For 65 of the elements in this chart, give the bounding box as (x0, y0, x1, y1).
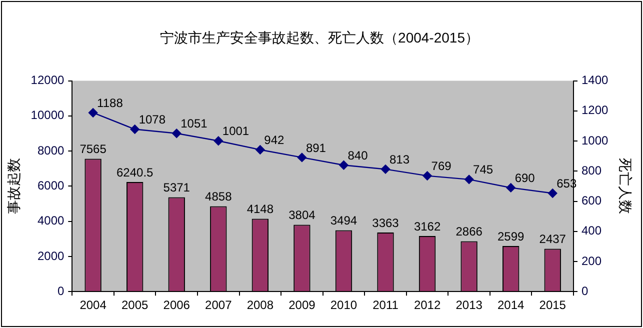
data-label: 3494 (330, 214, 358, 228)
data-label: 690 (514, 171, 536, 186)
y2-tick-label: 200 (582, 254, 602, 268)
x-tick-label: 2012 (414, 298, 441, 312)
data-label: 769 (431, 159, 452, 174)
data-label: 1188 (97, 96, 124, 110)
x-tick-label: 2004 (80, 298, 107, 312)
point (464, 174, 474, 184)
point (339, 160, 348, 170)
y-tick-label: 10000 (30, 108, 64, 122)
point (256, 145, 265, 154)
point (297, 152, 307, 162)
y2-tick-label: 400 (582, 224, 602, 238)
data-label: 1051 (180, 116, 208, 131)
point (214, 136, 223, 146)
point (130, 124, 140, 134)
y2-axis-title: 死亡人数 (618, 158, 634, 214)
x-tick-label: 2009 (288, 298, 316, 312)
y-tick-label: 0 (57, 284, 64, 298)
chart-title: 宁波市生产安全事故起数、死亡人数（2004-2015） (160, 29, 479, 46)
y-tick-label: 4000 (37, 214, 64, 228)
y2-tick-label: 0 (582, 284, 589, 298)
y-axis-title: 事故起数 (5, 158, 22, 214)
data-label: 891 (306, 140, 326, 155)
x-tick-label: 2014 (497, 298, 525, 312)
y2-tick-label: 1200 (582, 103, 609, 118)
y2-tick-label: 800 (582, 163, 602, 178)
data-label: 2437 (539, 232, 566, 246)
x-tick-label: 2008 (246, 298, 274, 312)
x-tick-label: 2015 (539, 298, 566, 312)
data-label: 5371 (163, 180, 190, 195)
data-label: 7565 (80, 142, 107, 156)
data-label: 1001 (222, 124, 250, 138)
data-label: 3804 (288, 208, 316, 222)
y-tick-label: 12000 (30, 73, 64, 88)
x-tick-label: 2010 (330, 298, 358, 312)
y-tick-label: 6000 (37, 178, 64, 193)
y2-tick-label: 600 (582, 194, 602, 208)
x-tick-label: 2006 (163, 298, 190, 312)
data-label: 942 (264, 133, 285, 148)
x-tick-label: 2013 (456, 298, 483, 312)
y-tick-label: 2000 (37, 248, 64, 263)
data-label: 840 (348, 148, 368, 162)
x-tick-label: 2007 (205, 298, 232, 312)
y2-tick-label: 1400 (582, 73, 609, 88)
point (88, 108, 98, 118)
point (506, 183, 516, 192)
data-label: 3162 (414, 219, 441, 234)
data-label: 1078 (138, 112, 166, 127)
data-label: 3363 (372, 216, 400, 230)
data-label: 813 (390, 152, 410, 166)
data-label: 4858 (205, 190, 232, 204)
x-tick-label: 2005 (121, 298, 149, 312)
y-tick-label: 8000 (37, 143, 64, 158)
x-tick-label: 2011 (372, 298, 399, 312)
point (172, 128, 182, 138)
y2-tick-label: 1000 (582, 133, 609, 148)
point (380, 164, 390, 174)
point (548, 188, 558, 198)
data-label: 2599 (497, 229, 525, 244)
data-label: 4148 (246, 202, 274, 216)
data-label: 2866 (456, 224, 483, 239)
data-label: 745 (473, 162, 494, 177)
data-label: 6240.5 (116, 165, 154, 180)
point (422, 171, 432, 180)
